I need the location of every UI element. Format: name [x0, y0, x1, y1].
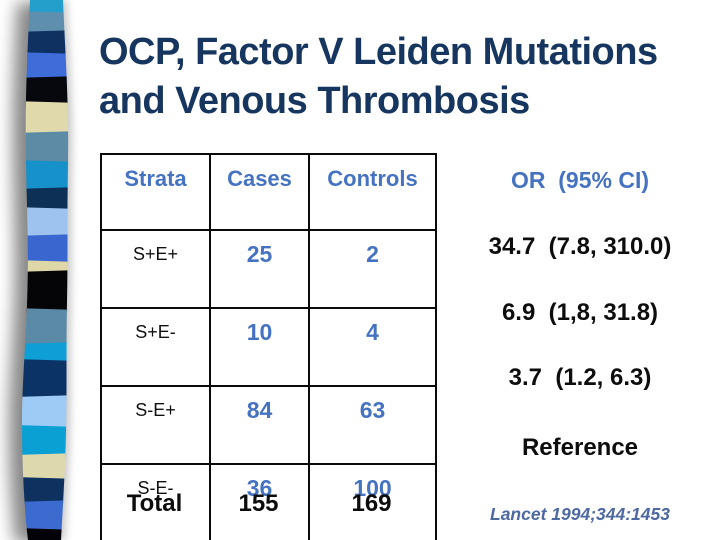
- controls-value: 2: [308, 229, 437, 309]
- table-row: S+E- 10 4: [100, 307, 437, 387]
- reference-label: Reference: [521, 434, 639, 461]
- odds-ratio-column: OR (95% CI) 34.7 (7.8, 310.0) 6.9 (1,8, …: [442, 153, 718, 540]
- cases-value: 36: [209, 463, 310, 540]
- ribbon-segment: [22, 130, 69, 167]
- column-header-cases: Cases: [209, 153, 310, 231]
- total-cases-value: 155: [238, 490, 279, 517]
- total-controls-value: 169: [351, 490, 392, 517]
- ribbon-segment: [22, 499, 69, 535]
- ribbon-segment: [22, 527, 69, 540]
- ribbon-segment: [22, 476, 69, 507]
- table-row: S-E+ 84 63: [100, 385, 437, 465]
- controls-value: 100: [308, 463, 437, 540]
- ribbon-segment: [22, 424, 69, 460]
- slide-title: OCP, Factor V Leiden Mutations and Venou…: [99, 28, 658, 126]
- ribbon-segment: [22, 394, 69, 432]
- strata-table: Strata Cases Controls S+E+ 25 2 S+E- 10 …: [100, 153, 437, 540]
- or-value: 6.9 (1,8, 31.8): [501, 299, 659, 326]
- strata-label: S+E+: [100, 229, 211, 309]
- or-column-header: OR (95% CI): [510, 167, 650, 193]
- strata-label: S-E-: [100, 463, 211, 540]
- ribbon-segment: [22, 269, 69, 315]
- column-header-strata: Strata: [100, 153, 211, 231]
- ribbon-segment: [22, 358, 69, 402]
- ribbon-segments: [22, 0, 69, 540]
- strata-label: S-E+: [100, 385, 211, 465]
- controls-value: 4: [308, 307, 437, 387]
- ribbon-segment: [22, 341, 69, 366]
- slide-title-line1: OCP, Factor V Leiden Mutations: [99, 31, 658, 73]
- controls-value: 63: [308, 385, 437, 465]
- or-value: 34.7 (7.8, 310.0): [488, 233, 672, 260]
- table-header-row: Strata Cases Controls: [100, 153, 437, 231]
- table-row: S+E+ 25 2: [100, 229, 437, 309]
- ribbon-segment: [22, 100, 69, 138]
- cases-value: 10: [209, 307, 310, 387]
- strata-label: S+E-: [100, 307, 211, 387]
- citation-text: Lancet 1994;344:1453: [490, 504, 670, 524]
- column-header-controls: Controls: [308, 153, 437, 231]
- ribbon-segment: [22, 307, 69, 349]
- ribbon-mosaic-decoration: [22, 0, 69, 540]
- table-row: S-E- 36 100: [100, 463, 437, 540]
- cases-value: 84: [209, 385, 310, 465]
- or-value: 3.7 (1.2, 6.3): [508, 364, 652, 391]
- cases-value: 25: [209, 229, 310, 309]
- total-label: Total: [126, 490, 183, 517]
- slide-title-line2: and Venous Thrombosis: [99, 80, 530, 122]
- ribbon-segment: [22, 452, 69, 484]
- total-row: Total 155 169: [100, 490, 435, 518]
